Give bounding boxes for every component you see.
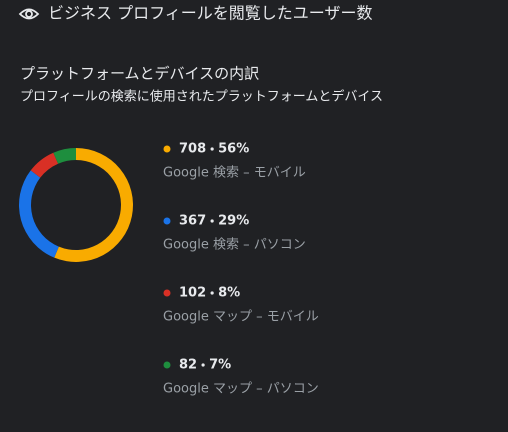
eye-icon xyxy=(18,8,40,20)
donut-segment xyxy=(18,170,59,258)
chart-title: プラットフォームとデバイスの内訳 xyxy=(20,65,259,83)
legend-dot xyxy=(163,361,171,369)
separator-dot xyxy=(210,147,214,151)
donut-segment xyxy=(53,148,76,164)
legend-dot xyxy=(163,289,171,297)
donut-segment xyxy=(54,148,134,262)
legend-value: 102 xyxy=(179,286,206,301)
legend-category: Google マップ – パソコン xyxy=(163,382,319,397)
separator-dot xyxy=(210,291,214,295)
legend-dot xyxy=(163,217,171,225)
separator-dot xyxy=(201,363,205,367)
legend-share: 56% xyxy=(218,142,249,157)
legend-value: 82 xyxy=(179,358,197,373)
chart-subtitle: プロフィールの検索に使用されたプラットフォームとデバイス xyxy=(20,89,383,105)
legend-dot xyxy=(163,145,171,153)
legend-share: 29% xyxy=(218,214,249,229)
donut-segment xyxy=(30,152,59,178)
legend-share: 8% xyxy=(218,286,240,301)
legend-value: 367 xyxy=(179,214,206,229)
header-title: ビジネス プロフィールを閲覧したユーザー数 xyxy=(48,4,372,23)
legend-category: Google マップ – モバイル xyxy=(163,310,319,325)
legend-category: Google 検索 – モバイル xyxy=(163,166,306,181)
separator-dot xyxy=(210,219,214,223)
legend-category: Google 検索 – パソコン xyxy=(163,238,306,253)
legend-value: 708 xyxy=(179,142,206,157)
legend-share: 7% xyxy=(209,358,231,373)
